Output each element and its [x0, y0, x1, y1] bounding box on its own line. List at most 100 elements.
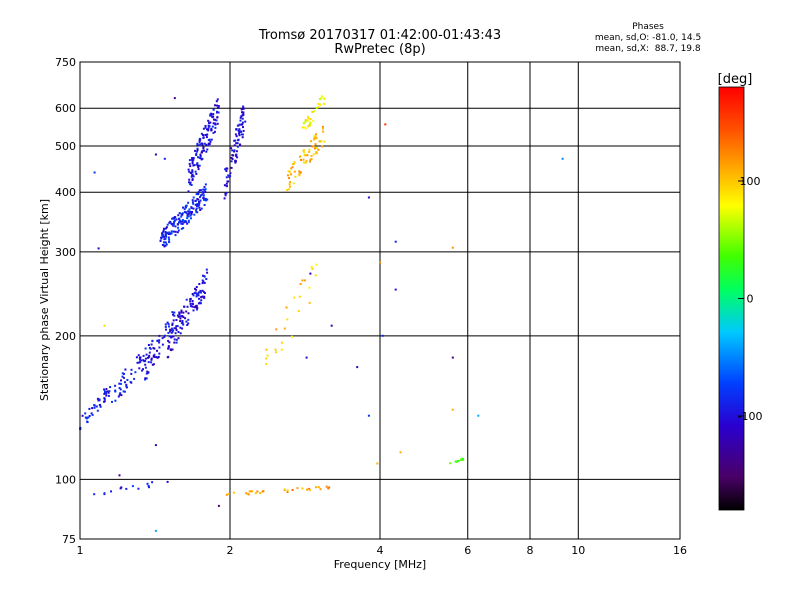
- data-point: [197, 292, 200, 295]
- data-point: [167, 236, 170, 239]
- data-point: [164, 237, 167, 240]
- data-point: [187, 210, 190, 213]
- data-point: [319, 98, 322, 100]
- data-point: [311, 267, 314, 270]
- data-point: [191, 157, 194, 159]
- data-point: [111, 400, 113, 403]
- data-point: [196, 162, 199, 165]
- data-point: [230, 166, 233, 169]
- data-point: [451, 356, 454, 359]
- data-point: [181, 219, 184, 221]
- data-point: [205, 136, 208, 139]
- data-point: [178, 315, 181, 318]
- data-point: [209, 140, 212, 143]
- data-point: [229, 172, 232, 175]
- data-point: [265, 348, 268, 351]
- data-point: [136, 361, 139, 364]
- data-point: [183, 305, 186, 308]
- data-point: [160, 236, 163, 239]
- data-point: [167, 346, 170, 349]
- data-point: [167, 339, 170, 342]
- data-point: [175, 329, 178, 332]
- data-point: [240, 108, 243, 111]
- data-point: [216, 122, 219, 125]
- data-point: [99, 403, 102, 406]
- data-point: [315, 486, 318, 489]
- data-point: [114, 384, 117, 387]
- data-point: [293, 170, 296, 173]
- data-point: [178, 221, 180, 224]
- data-point: [198, 144, 201, 147]
- data-point: [200, 151, 203, 154]
- data-point: [124, 368, 127, 371]
- data-point: [134, 371, 137, 374]
- data-point: [118, 393, 121, 396]
- data-point: [235, 142, 238, 145]
- data-point: [195, 288, 198, 291]
- data-point: [203, 204, 206, 206]
- data-point: [189, 302, 192, 305]
- data-point: [164, 234, 167, 236]
- data-point: [242, 113, 245, 116]
- data-point: [97, 247, 100, 250]
- data-point: [170, 329, 173, 331]
- data-point: [317, 148, 320, 151]
- data-point: [108, 390, 111, 393]
- data-point: [216, 104, 218, 107]
- data-point: [189, 305, 192, 308]
- data-point: [150, 358, 153, 361]
- data-point: [198, 201, 201, 204]
- data-point: [234, 133, 237, 136]
- data-point: [320, 96, 323, 99]
- data-point: [182, 227, 185, 230]
- data-point: [307, 117, 310, 120]
- data-point: [204, 126, 207, 129]
- data-point: [320, 95, 323, 98]
- data-point: [189, 181, 192, 184]
- data-point: [449, 462, 452, 465]
- data-point: [153, 347, 156, 350]
- data-point: [319, 104, 322, 106]
- data-point: [196, 308, 198, 311]
- data-point: [173, 97, 176, 100]
- data-point: [105, 388, 108, 390]
- data-point: [93, 493, 96, 496]
- data-point: [187, 190, 190, 193]
- data-point: [394, 288, 397, 291]
- data-point: [175, 319, 178, 321]
- data-point: [205, 134, 208, 136]
- data-point: [280, 348, 283, 351]
- data-point: [235, 150, 238, 153]
- data-point: [212, 113, 215, 116]
- data-point: [214, 130, 216, 133]
- data-point: [161, 233, 164, 236]
- grid-lines: [80, 62, 680, 539]
- data-point: [315, 133, 317, 136]
- data-point: [186, 324, 189, 326]
- data-point: [189, 300, 192, 303]
- data-point: [288, 177, 290, 180]
- data-point: [185, 320, 188, 323]
- data-point: [199, 289, 202, 292]
- data-point: [199, 143, 202, 146]
- data-point: [225, 176, 228, 179]
- x-tick-label: 8: [527, 544, 534, 557]
- data-point: [306, 154, 309, 157]
- data-point: [230, 160, 233, 163]
- x-axis-label: Frequency [MHz]: [334, 558, 426, 571]
- data-point: [118, 387, 121, 389]
- data-point: [98, 398, 101, 401]
- data-point: [137, 354, 140, 357]
- data-point: [172, 329, 175, 332]
- data-point: [197, 302, 200, 305]
- data-point: [311, 145, 314, 148]
- data-point: [175, 325, 178, 328]
- data-point: [166, 223, 169, 226]
- data-point: [214, 118, 217, 121]
- data-point: [194, 287, 196, 290]
- data-point: [196, 147, 199, 150]
- data-point: [314, 274, 317, 277]
- data-point: [230, 156, 233, 159]
- data-point: [288, 170, 291, 173]
- data-point: [205, 150, 208, 153]
